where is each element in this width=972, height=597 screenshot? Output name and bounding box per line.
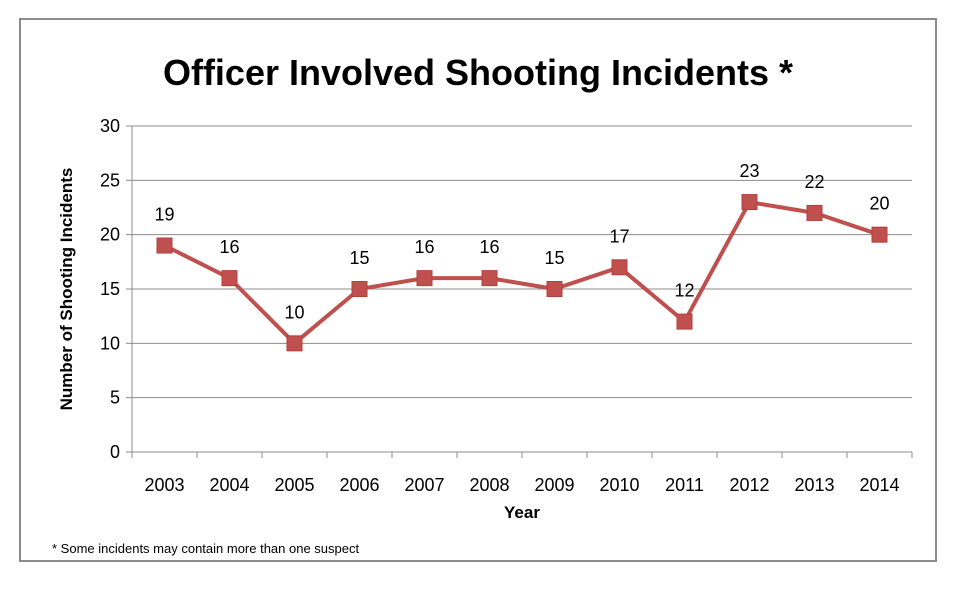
data-point-marker [481, 270, 498, 287]
data-point-marker [676, 313, 693, 330]
y-tick-labels: 0 5 10 15 20 25 30 [100, 116, 120, 462]
data-point-marker [546, 281, 563, 297]
series-line-path [163, 200, 881, 346]
y-tick-label: 15 [100, 279, 120, 299]
chart-frame [19, 18, 937, 562]
data-point-marker [611, 259, 628, 276]
x-tick-label: 2010 [599, 475, 639, 495]
data-label: 16 [479, 237, 499, 257]
x-tick-label: 2009 [534, 475, 574, 495]
x-tick-label: 2003 [144, 475, 184, 495]
y-tick-label: 25 [100, 170, 120, 190]
chart-title: Officer Involved Shooting Incidents * [163, 52, 793, 93]
data-label: 19 [154, 205, 174, 225]
data-label: 15 [349, 248, 369, 268]
data-point-marker [156, 237, 173, 254]
data-point-marker [286, 335, 303, 352]
x-tick-label: 2006 [339, 475, 379, 495]
x-tick-label: 2007 [404, 475, 444, 495]
data-point-marker [351, 281, 368, 297]
x-axis-title: Year [504, 503, 540, 522]
data-label: 10 [284, 302, 304, 322]
x-tick-labels: 2003 2004 2005 2006 2007 2008 2009 2010 2011 2012… [144, 475, 899, 495]
x-tick-label: 2014 [859, 475, 899, 495]
footnote: * Some incidents may contain more than o… [52, 541, 360, 556]
y-tick-label: 10 [100, 333, 120, 353]
data-point-marker [741, 194, 758, 211]
x-tick-label: 2004 [209, 475, 249, 495]
x-tick-label: 2013 [794, 475, 834, 495]
data-point-marker [806, 204, 823, 221]
y-tick-label: 5 [110, 388, 120, 408]
y-axis-title: Number of Shooting Incidents [57, 168, 76, 411]
y-tick-label: 30 [100, 116, 120, 136]
gridlines [132, 125, 912, 399]
data-point-marker [871, 226, 888, 243]
series-markers [156, 194, 888, 352]
data-label: 16 [219, 237, 239, 257]
data-point-marker [221, 270, 238, 287]
data-label: 23 [739, 161, 759, 181]
data-label: 22 [804, 172, 824, 192]
axes [126, 125, 913, 458]
data-label: 12 [674, 281, 694, 301]
x-tick-label: 2011 [665, 475, 704, 495]
y-tick-label: 0 [110, 442, 120, 462]
data-label: 15 [544, 248, 564, 268]
x-tick-label: 2005 [274, 475, 314, 495]
data-labels: 19 16 10 15 16 16 15 17 12 23 22 20 [154, 161, 889, 322]
data-point-marker [416, 270, 433, 287]
data-label: 16 [414, 237, 434, 257]
x-tick-label: 2008 [469, 475, 509, 495]
x-tick-label: 2012 [729, 475, 769, 495]
data-label: 20 [869, 194, 889, 214]
y-tick-label: 20 [100, 225, 120, 245]
series-line [163, 200, 881, 346]
data-label: 17 [609, 226, 629, 246]
